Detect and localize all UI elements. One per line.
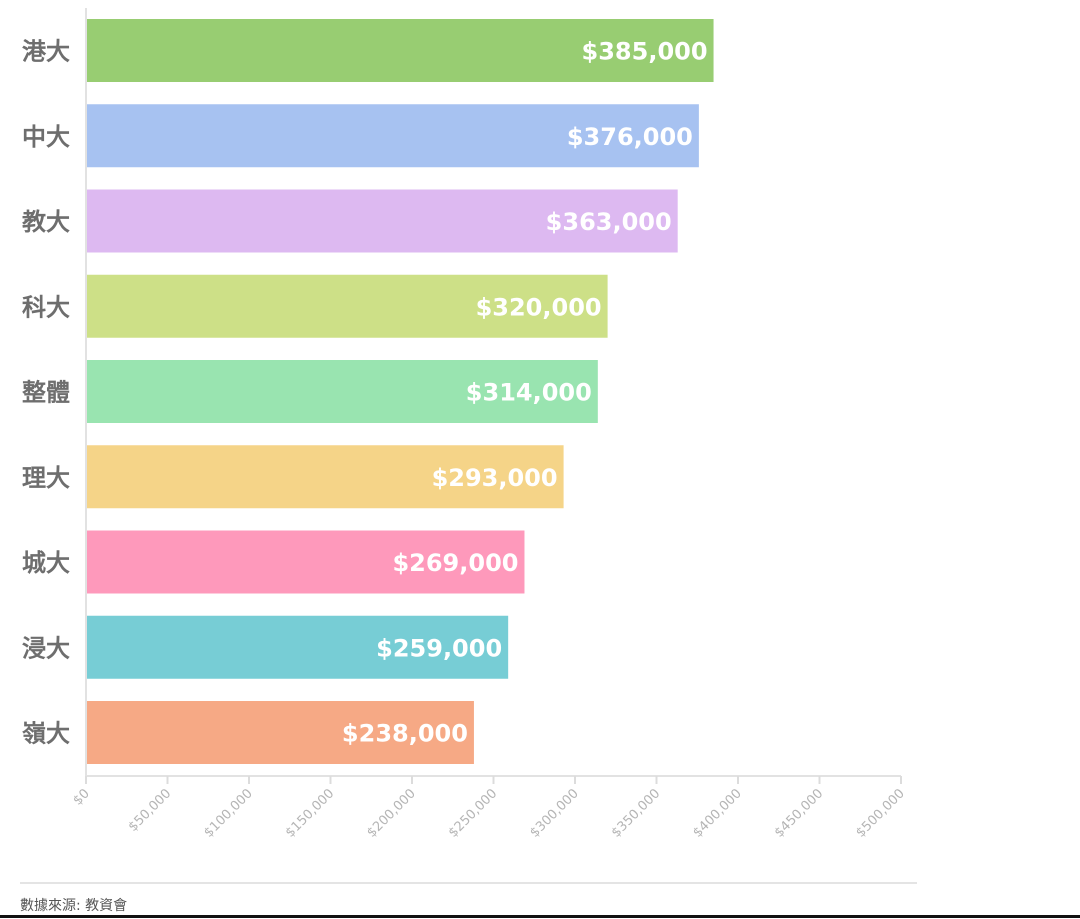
x-tick-label: $0 [71,786,93,808]
bar-value-label: $385,000 [582,38,708,66]
bar [86,530,525,594]
source-note: 數據來源: 教資會 [20,898,128,914]
bar-value-label: $269,000 [392,549,518,577]
bar-value-label: $320,000 [476,293,602,321]
bar [86,701,474,764]
bar [86,189,678,253]
bar [86,615,509,679]
x-tick-label: $500,000 [853,786,907,840]
category-label: 理大 [22,464,70,492]
bars-layer: 港大 $385,000 中大 $376,000 教大 $363,000 科大 $320,000… [22,19,714,764]
bar [86,445,564,509]
bar-value-label: $238,000 [342,720,468,748]
bar [86,360,598,423]
bottom-border [0,915,1080,918]
x-tick-label: $400,000 [690,786,744,840]
category-label: 教大 [22,208,70,236]
x-tick-label: $250,000 [446,786,500,840]
category-label: 科大 [22,293,70,321]
x-tick-label: $150,000 [283,786,337,840]
x-tick-label: $450,000 [772,786,826,840]
bar [86,19,714,82]
category-label: 中大 [22,123,70,151]
x-tick-label: $100,000 [201,786,255,840]
category-label: 嶺大 [22,720,70,748]
x-tick-label: $200,000 [364,786,418,840]
category-label: 浸大 [22,634,70,662]
x-tick-label: $350,000 [609,786,663,840]
bar-value-label: $293,000 [432,464,558,492]
bar-value-label: $259,000 [376,634,502,662]
bar [86,104,699,168]
category-label: 港大 [22,38,70,66]
bar-chart: 港大 $385,000 中大 $376,000 教大 $363,000 科大 $320,000… [22,8,908,841]
x-tick-label: $50,000 [126,786,175,835]
category-label: 城大 [22,549,70,577]
bar-value-label: $363,000 [546,208,672,236]
footer-divider [20,882,917,884]
bar-value-label: $314,000 [466,379,592,407]
category-label: 整體 [22,379,70,407]
bar [86,274,608,338]
bar-value-label: $376,000 [567,123,693,151]
x-tick-label: $300,000 [527,786,581,840]
